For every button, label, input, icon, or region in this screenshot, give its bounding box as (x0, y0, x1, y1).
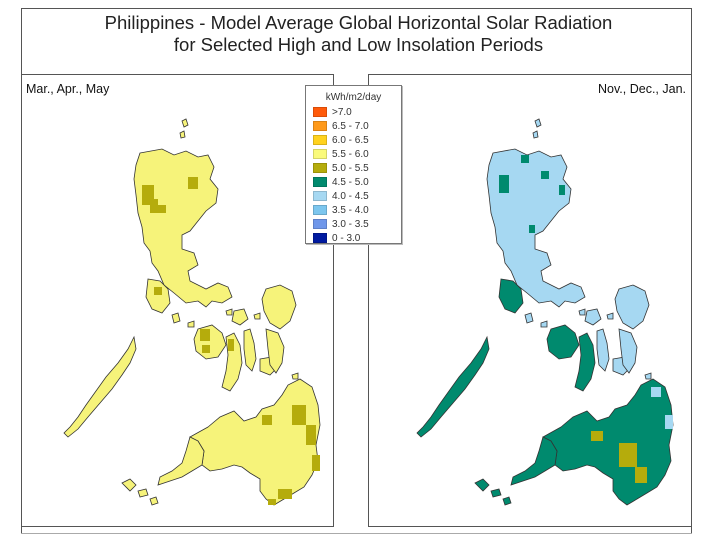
island-masbate (584, 308, 602, 326)
legend-entry: 6.5 - 7.0 (313, 119, 401, 133)
radiation-cell (541, 171, 549, 179)
island-zambo (157, 436, 205, 486)
title-line-1: Philippines - Model Average Global Horiz… (104, 12, 613, 33)
radiation-cell (521, 155, 529, 163)
island-negros (574, 332, 596, 392)
legend-entry: >7.0 (313, 105, 401, 119)
island-palawan (63, 335, 137, 438)
right-philippines-map (416, 118, 674, 506)
legend-label: 6.0 - 6.5 (332, 134, 369, 146)
radiation-cell (619, 443, 637, 467)
legend-swatch (313, 135, 327, 145)
radiation-cell (150, 199, 158, 213)
island-sulu (474, 478, 512, 506)
title-line-2: for Selected High and Low Insolation Per… (173, 34, 544, 55)
radiation-cell (202, 345, 210, 353)
left-philippines-map (63, 118, 321, 506)
island-cebu (596, 328, 610, 372)
legend-label: >7.0 (332, 106, 352, 118)
legend-label: 4.5 - 5.0 (332, 176, 369, 188)
island-panay (546, 324, 580, 360)
island-small3 (171, 312, 195, 328)
radiation-cell (200, 329, 210, 341)
radiation-cell (158, 205, 166, 213)
left-season-label: Mar., Apr., May (26, 82, 110, 96)
island-small3 (524, 312, 548, 328)
legend-swatch (313, 219, 327, 229)
radiation-cell (306, 425, 316, 445)
legend-label: 6.5 - 7.0 (332, 120, 369, 132)
radiation-cell (278, 489, 292, 499)
bottom-rule (21, 533, 692, 534)
island-sulu (121, 478, 159, 506)
island-samar (261, 284, 297, 330)
left-islands (63, 118, 321, 506)
radiation-cell (268, 499, 276, 505)
island-leyte (618, 328, 638, 374)
radiation-cell (529, 225, 535, 233)
island-small4 (644, 372, 652, 380)
legend-label: 5.0 - 5.5 (332, 162, 369, 174)
island-mindoro (145, 278, 171, 314)
map-title: Philippines - Model Average Global Horiz… (0, 12, 717, 56)
radiation-cell (312, 455, 320, 471)
island-masbate (231, 308, 249, 326)
legend-swatch (313, 121, 327, 131)
radiation-cell (499, 175, 509, 193)
legend-entry: 3.0 - 3.5 (313, 217, 401, 231)
island-negros (221, 332, 243, 392)
radiation-cell (651, 387, 661, 397)
legend-swatch (313, 107, 327, 117)
radiation-cell (154, 287, 162, 295)
legend-label: 4.0 - 4.5 (332, 190, 369, 202)
right-islands (416, 118, 674, 506)
legend-title: kWh/m2/day (325, 92, 382, 103)
legend-entries: >7.0 6.5 - 7.0 6.0 - 6.5 5.5 - 6.0 5.0 - 5.5… (306, 105, 401, 245)
island-small1 (532, 118, 542, 139)
legend-entry: 5.0 - 5.5 (313, 161, 401, 175)
right-season-label: Nov., Dec., Jan. (598, 82, 686, 96)
radiation-cell (262, 415, 272, 425)
island-mindoro (498, 278, 524, 314)
legend-entry: 4.5 - 5.0 (313, 175, 401, 189)
legend-entry: 5.5 - 6.0 (313, 147, 401, 161)
legend-entry: 4.0 - 4.5 (313, 189, 401, 203)
radiation-cell (591, 431, 603, 441)
legend-swatch (313, 163, 327, 173)
legend-entry: 3.5 - 4.0 (313, 203, 401, 217)
legend-swatch (313, 149, 327, 159)
legend-swatch (313, 205, 327, 215)
island-luzon (133, 148, 233, 308)
island-small1 (179, 118, 189, 139)
legend-swatch (313, 233, 327, 243)
legend-label: 3.0 - 3.5 (332, 218, 369, 230)
island-cebu (243, 328, 257, 372)
legend-label: 5.5 - 6.0 (332, 148, 369, 160)
island-palawan (416, 335, 490, 438)
radiation-cell (188, 177, 198, 189)
legend-entry: 6.0 - 6.5 (313, 133, 401, 147)
island-zambo (510, 436, 558, 486)
island-mindanao (189, 378, 321, 506)
legend: kWh/m2/day >7.0 6.5 - 7.0 6.0 - 6.5 5.5 - 6… (305, 85, 402, 244)
legend-label: 0 - 3.0 (332, 232, 361, 244)
legend-swatch (313, 191, 327, 201)
island-leyte (265, 328, 285, 374)
left-map-panel: Mar., Apr., May (21, 74, 334, 527)
island-mindanao (542, 378, 674, 506)
legend-swatch (313, 177, 327, 187)
radiation-cell (635, 467, 647, 483)
island-small2 (578, 308, 614, 320)
right-map-panel: Nov., Dec., Jan. (368, 74, 692, 527)
legend-label: 3.5 - 4.0 (332, 204, 369, 216)
legend-entry: 0 - 3.0 (313, 231, 401, 245)
radiation-cell (292, 405, 306, 425)
island-small2 (225, 308, 261, 320)
island-small4 (291, 372, 299, 380)
radiation-cell (665, 415, 673, 429)
island-samar (614, 284, 650, 330)
radiation-cell (559, 185, 565, 195)
radiation-cell (228, 339, 234, 351)
